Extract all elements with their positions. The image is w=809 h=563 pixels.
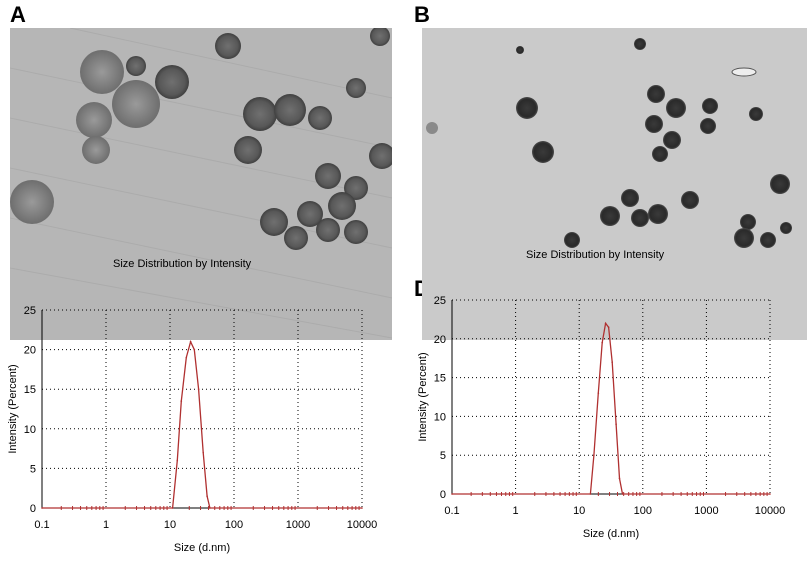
chart-d-data-point: [593, 454, 595, 456]
chart-d-y-tick-label: 5: [440, 450, 446, 462]
chart-d-x-tick-label: 10: [573, 505, 585, 517]
chart-d-data-point: [615, 423, 617, 425]
chart-d-data-point: [451, 493, 453, 495]
chart-c-y-tick-label: 20: [24, 345, 36, 357]
chart-c-x-axis-title: Size (d.nm): [174, 542, 230, 554]
chart-d-data-point: [618, 477, 621, 480]
chart-d-y-axis-title: Intensity (Percent): [417, 352, 429, 441]
chart-d-x-tick-label: 10000: [755, 505, 786, 517]
chart-c-data-point: [180, 400, 183, 402]
chart-d-y-tick-label: 20: [434, 334, 446, 346]
chart-d-series-line: [452, 321, 770, 495]
chart-d-y-tick-label: 10: [434, 411, 446, 423]
chart-c-y-axis-title: Intensity (Percent): [7, 364, 19, 453]
chart-c-x-tick-label: 10: [164, 519, 176, 531]
chart-d-data-point: [597, 392, 600, 394]
chart-d-caption: Size Distribution by Intensity: [526, 249, 665, 261]
chart-d: 0.1 1 10 100 1000 10000 0 5 10 15 20 25 Size (d.nm) I…: [417, 295, 786, 540]
chart-d-x-tick-label: 1: [513, 505, 519, 517]
chart-c-data-point: [209, 507, 211, 509]
chart-c-x-tick-label: 0.1: [34, 519, 49, 531]
chart-c-data-point: [176, 459, 179, 462]
chart-c-caption: Size Distribution by Intensity: [113, 258, 252, 270]
chart-c: 0.1 1 10 100 1000 10000 0 5 10 15 20 25 Size (d.nm) I…: [7, 305, 378, 554]
chart-d-data-point: [621, 493, 624, 495]
chart-c-x-tick-label: 1: [103, 519, 109, 531]
chart-d-data-point: [604, 322, 607, 325]
chart-c-y-tick-label: 25: [24, 305, 36, 317]
panel-label-b: B: [414, 2, 430, 27]
chart-c-data-point: [193, 348, 196, 351]
tem-micrograph-a: [10, 28, 392, 340]
chart-c-data-point: [189, 340, 192, 343]
chart-d-x-axis-title: Size (d.nm): [583, 528, 639, 540]
chart-d-x-tick-label: 1000: [694, 505, 718, 517]
chart-c-x-tick-label: 1000: [286, 519, 310, 531]
chart-c-data-point: [185, 356, 188, 359]
chart-d-data-point: [611, 361, 613, 363]
chart-c-y-tick-label: 5: [30, 463, 36, 475]
chart-d-x-tick-label: 0.1: [444, 505, 459, 517]
chart-c-x-tick-label: 100: [225, 519, 243, 531]
chart-d-data-point: [769, 493, 771, 495]
chart-c-y-tick-label: 10: [24, 424, 36, 436]
chart-c-y-tick-label: 0: [30, 503, 36, 515]
chart-c-data-point: [202, 451, 204, 454]
chart-c-data-point: [206, 495, 208, 497]
chart-c-data-point: [361, 507, 363, 509]
chart-d-x-tick-label: 100: [634, 505, 652, 517]
panel-label-a: A: [10, 2, 26, 27]
chart-c-y-tick-label: 15: [24, 384, 36, 396]
chart-c-data-point: [197, 388, 200, 390]
chart-c-data-point: [41, 507, 43, 509]
chart-c-data-point: [171, 507, 174, 509]
chart-d-y-tick-label: 15: [434, 373, 446, 385]
chart-d-y-tick-label: 0: [440, 489, 446, 501]
chart-c-series-line: [42, 339, 362, 509]
chart-d-data-point: [601, 341, 604, 344]
chart-c-x-tick-label: 10000: [347, 519, 378, 531]
chart-d-data-point: [607, 326, 610, 328]
tem-micrograph-b: [422, 28, 807, 340]
chart-d-y-tick-label: 25: [434, 295, 446, 307]
chart-d-data-point: [589, 493, 592, 495]
